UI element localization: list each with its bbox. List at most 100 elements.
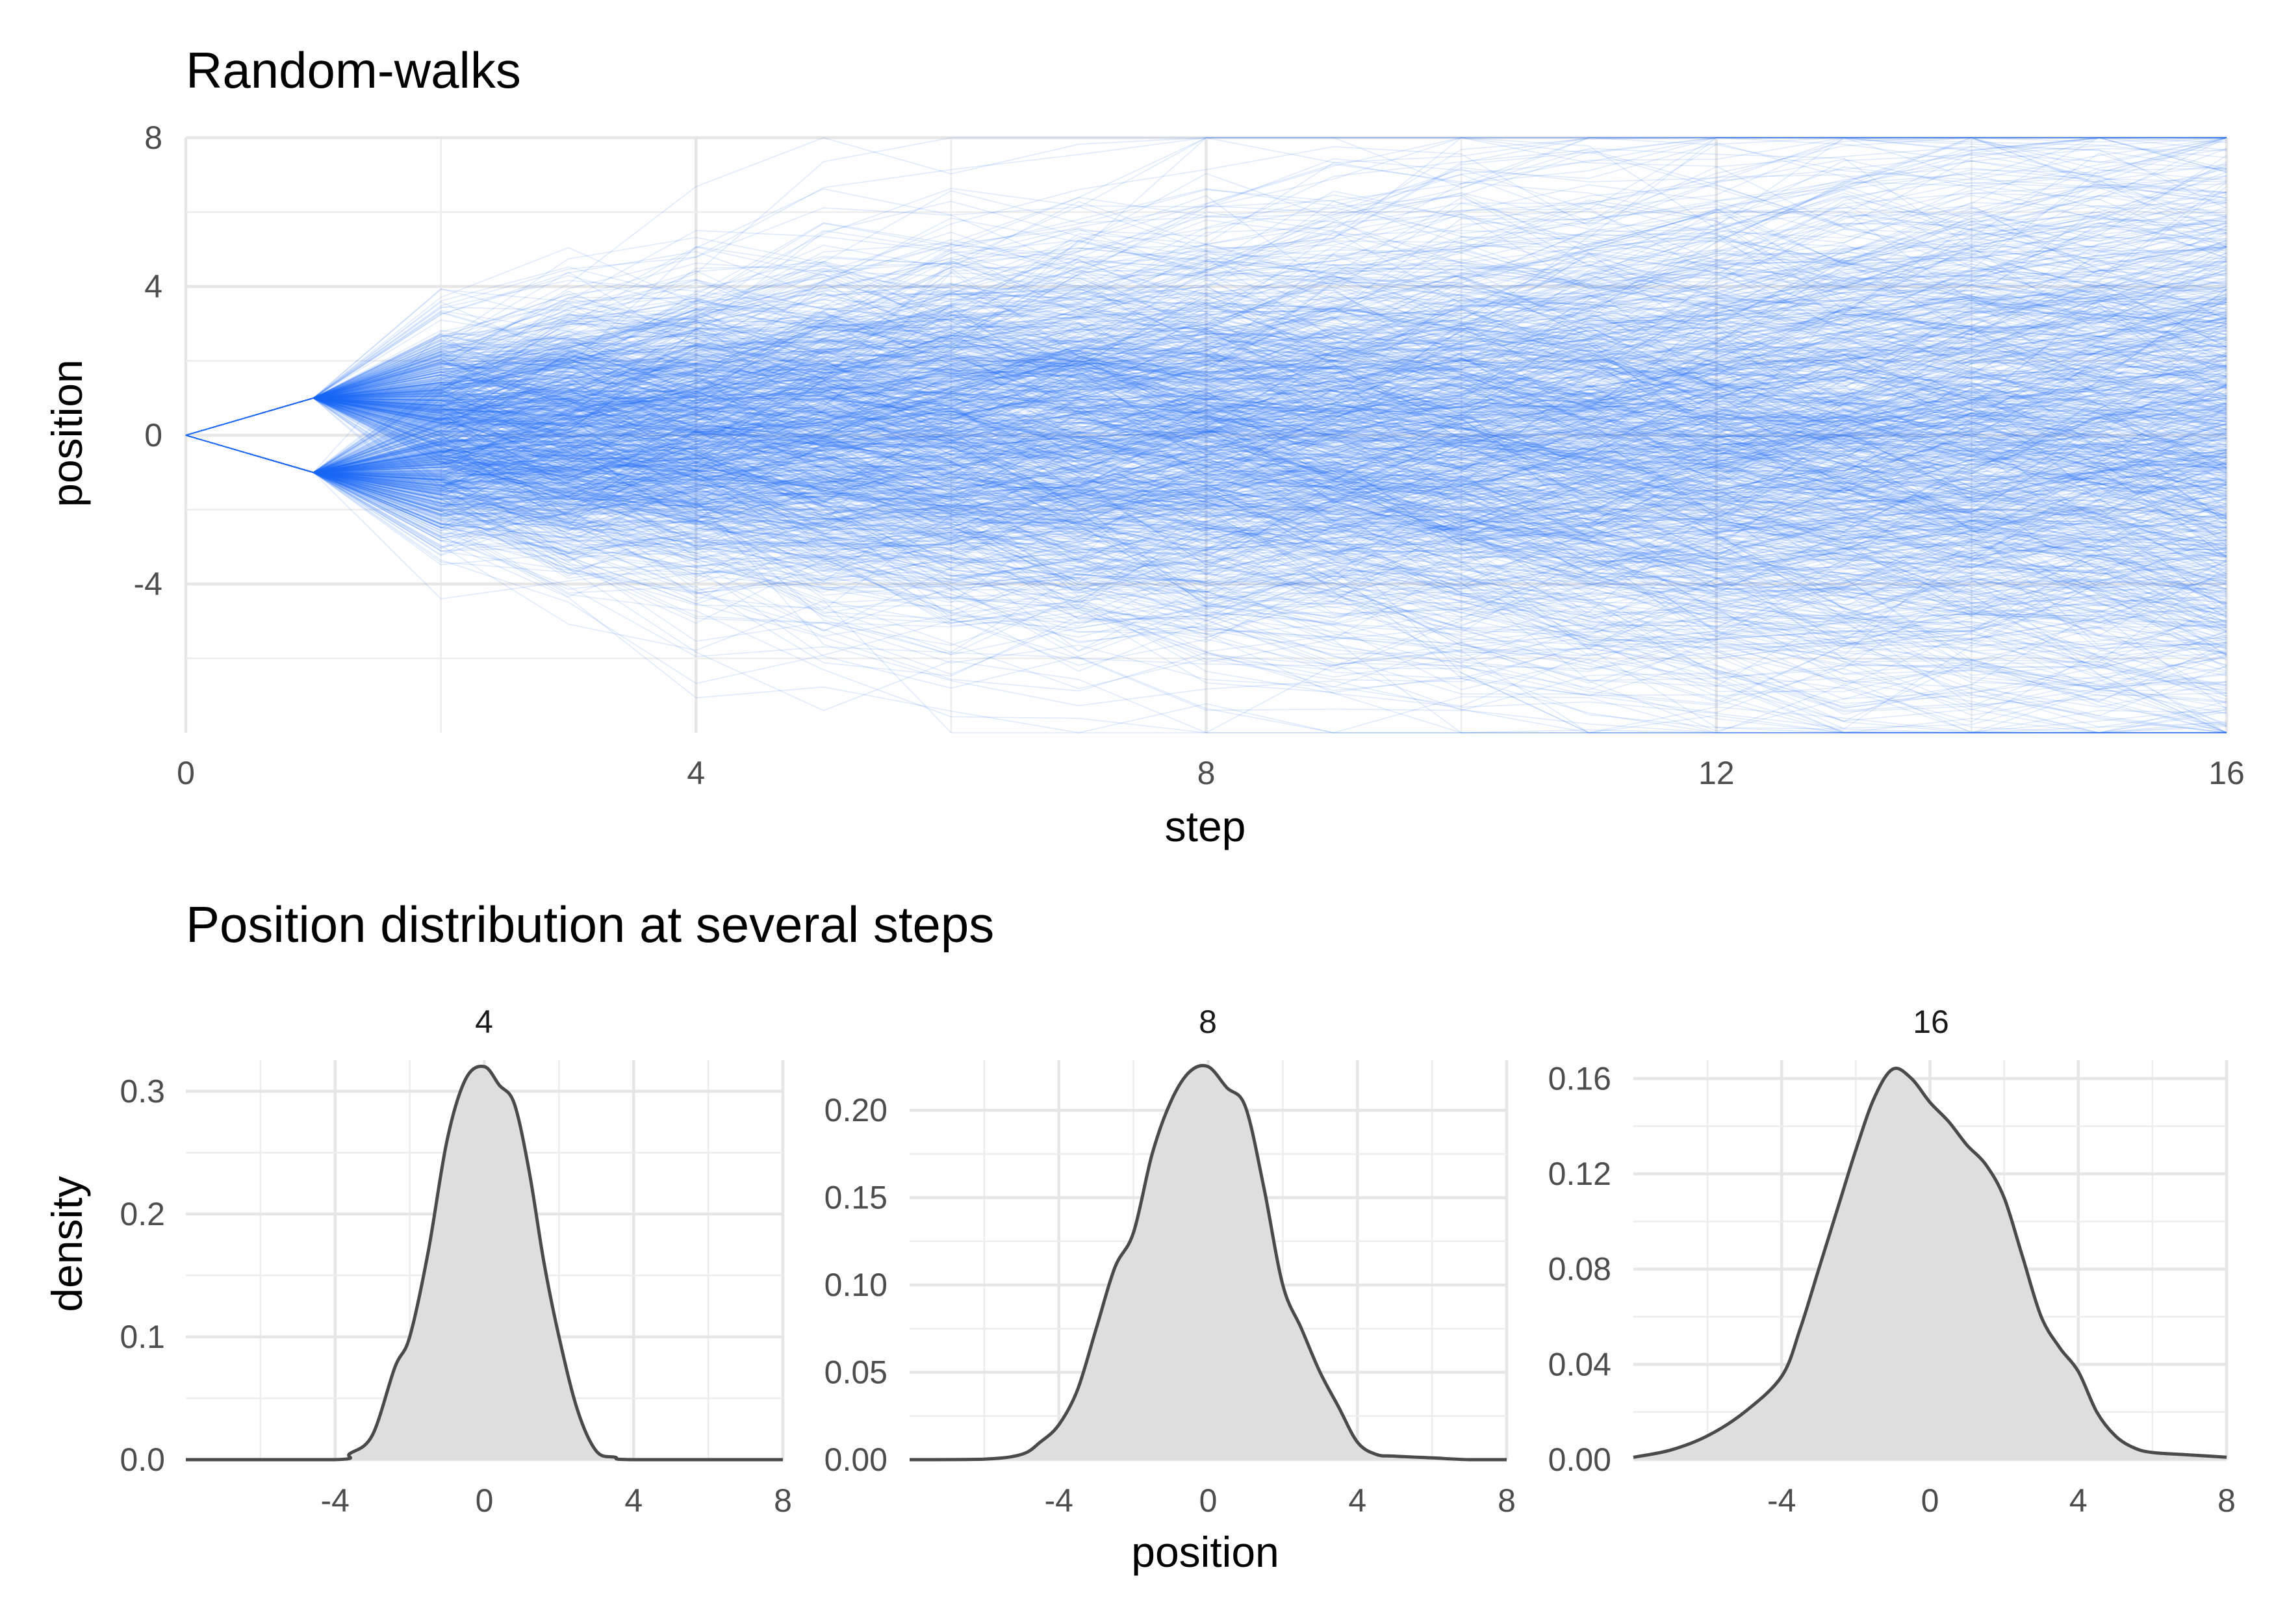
walk-line (185, 397, 2227, 543)
walk-line (185, 374, 2227, 694)
walk-line (185, 435, 2227, 722)
walk-line (185, 195, 2227, 498)
walk-line (185, 374, 2227, 541)
walk-line (185, 244, 2227, 436)
walk-line (185, 246, 2227, 531)
walk-line (185, 300, 2227, 438)
walk-line (185, 288, 2227, 474)
walk-line (185, 316, 2227, 474)
walk-line (185, 342, 2227, 523)
walk-line (185, 397, 2227, 546)
walk-line (185, 337, 2227, 558)
walk-line (185, 435, 2227, 708)
walk-line (185, 223, 2227, 436)
walk-line (185, 305, 2227, 489)
walk-line (185, 253, 2227, 525)
walk-line (185, 152, 2227, 488)
walk-line (185, 272, 2227, 475)
walk-line (185, 364, 2227, 490)
density-panel-16: 16 -4 0 4 8 0.00 0.04 0.08 0.12 0.16 (1548, 1004, 2236, 1519)
walk-line (185, 429, 2227, 542)
walk-line (185, 312, 2227, 515)
walk-line (185, 260, 2227, 457)
walk-line (185, 354, 2227, 438)
walk-line (185, 294, 2227, 459)
walk-line (185, 269, 2227, 479)
walk-line (185, 137, 2227, 436)
walk-line (185, 285, 2227, 436)
walk-line (185, 308, 2227, 514)
walk-line (185, 206, 2227, 436)
walk-line (185, 330, 2227, 441)
walk-line (185, 184, 2227, 436)
walk-line (185, 386, 2227, 481)
walk-line (185, 435, 2227, 696)
walk-line (185, 229, 2227, 436)
walk-line (185, 435, 2227, 725)
density-y-tick: 0.12 (1548, 1156, 1611, 1192)
walk-line (185, 435, 2227, 603)
walk-line (185, 435, 2227, 575)
walk-line (185, 137, 2227, 462)
density-y-tick: 0.16 (1548, 1060, 1611, 1097)
walk-line (185, 309, 2227, 511)
walk-line (185, 359, 2227, 572)
walk-line (185, 435, 2227, 639)
walk-line (185, 255, 2227, 488)
walk-line (185, 205, 2227, 436)
walk-line (185, 397, 2227, 583)
walk-line (185, 351, 2227, 563)
walk-line (185, 435, 2227, 572)
walk-line (185, 324, 2227, 563)
walk-line (185, 239, 2227, 439)
walk-line (185, 435, 2227, 692)
walk-line (185, 397, 2227, 561)
density-curve (909, 1063, 1507, 1462)
walk-line (185, 351, 2227, 481)
walk-line (185, 321, 2227, 460)
walk-line (185, 185, 2227, 509)
walk-line (185, 422, 2227, 569)
walk-line (185, 279, 2227, 436)
walk-line (185, 336, 2227, 498)
walk-line (185, 328, 2227, 488)
walk-line (185, 137, 2227, 436)
walk-line (185, 435, 2227, 552)
walk-line (185, 397, 2227, 551)
walk-line (185, 407, 2227, 557)
walk-line (185, 249, 2227, 474)
walk-line (185, 137, 2227, 455)
walk-line (185, 424, 2227, 590)
walk-line (185, 397, 2227, 648)
walk-line (185, 252, 2227, 476)
walk-line (185, 283, 2227, 536)
walk-line (185, 231, 2227, 436)
walk-line (185, 137, 2227, 436)
walk-line (185, 365, 2227, 497)
walk-line (185, 246, 2227, 459)
walk-line (185, 397, 2227, 549)
walk-line (185, 330, 2227, 539)
walk-line (185, 361, 2227, 531)
walk-line (185, 435, 2227, 640)
walk-line (185, 433, 2227, 733)
walk-line (185, 322, 2227, 515)
walk-line (185, 340, 2227, 437)
walk-line (185, 386, 2227, 535)
walk-line (185, 346, 2227, 527)
walks-y-tick: -4 (134, 566, 162, 602)
walk-line (185, 435, 2227, 689)
walk-line (185, 137, 2227, 436)
walk-line (185, 137, 2227, 496)
walk-line (185, 372, 2227, 607)
walk-line (185, 431, 2227, 537)
walk-line (185, 353, 2227, 516)
walk-line (185, 391, 2227, 521)
walks-x-tick: 16 (2208, 755, 2245, 791)
walk-line (185, 289, 2227, 561)
walk-line (185, 385, 2227, 524)
walk-line (185, 420, 2227, 540)
walk-line (185, 435, 2227, 614)
walk-line (185, 328, 2227, 540)
